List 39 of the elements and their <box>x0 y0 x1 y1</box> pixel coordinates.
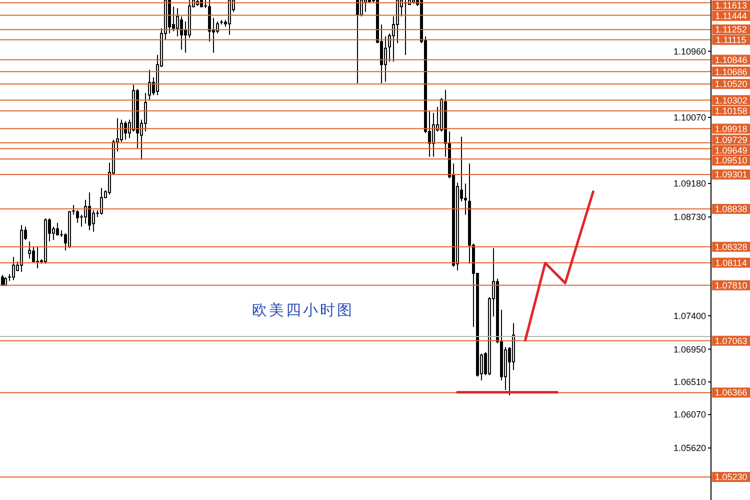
candlestick <box>464 183 467 216</box>
candlestick <box>56 222 59 236</box>
ref-line-label: 1.11115 <box>716 35 746 46</box>
ref-line-label: 1.11252 <box>715 24 747 35</box>
y-tick-label: 1.08730 <box>673 212 706 222</box>
ref-line-label: 1.05230 <box>714 472 748 482</box>
candlestick <box>92 210 95 232</box>
y-tick-label: 1.07400 <box>673 310 706 321</box>
candlestick <box>148 69 151 100</box>
ref-line-label: 1.11444 <box>715 11 747 22</box>
candlestick <box>32 246 35 263</box>
candlestick <box>180 16 183 50</box>
candlestick <box>176 8 179 37</box>
candlestick <box>100 187 103 216</box>
candlestick <box>36 246 39 269</box>
candlestick <box>384 36 387 82</box>
candlestick <box>84 199 87 224</box>
y-tick-label: 1.09180 <box>673 178 706 189</box>
y-tick-label: 1.10960 <box>673 46 706 56</box>
ref-line-label: 1.11613 <box>715 0 747 11</box>
ref-line-label: 1.08838 <box>714 204 748 214</box>
line-series <box>524 190 594 342</box>
candlestick <box>356 0 359 84</box>
candlestick <box>12 256 15 281</box>
candlestick <box>76 210 79 224</box>
y-tick-label: 1.10070 <box>673 112 706 123</box>
ref-line-label: 1.10520 <box>714 79 748 90</box>
y-tick-label: 1.06950 <box>673 344 706 354</box>
y-tick-label: 1.06070 <box>673 410 706 420</box>
ref-line-label: 1.08114 <box>715 258 747 268</box>
candlestick <box>144 92 147 132</box>
candlestick <box>124 120 127 140</box>
candlestick <box>28 240 31 260</box>
candlestick <box>88 192 91 231</box>
text: 欧美四小时图 <box>252 302 354 320</box>
candlestick <box>120 119 123 142</box>
y-tick-label: 1.05620 <box>673 443 706 454</box>
y-tick-label: 1.06510 <box>673 377 706 388</box>
candlestick <box>432 112 435 158</box>
